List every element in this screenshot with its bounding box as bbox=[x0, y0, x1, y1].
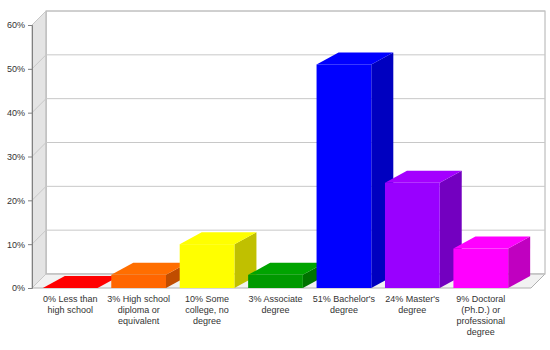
bar-top bbox=[180, 232, 257, 244]
bar-top bbox=[43, 276, 120, 288]
category-label: 3% High schooldiploma orequivalent bbox=[107, 294, 170, 326]
bar bbox=[317, 52, 394, 288]
tick-label: 0% bbox=[12, 283, 25, 293]
tick-mark bbox=[28, 25, 32, 26]
grid-line-wall bbox=[32, 186, 46, 200]
bar-front bbox=[385, 183, 440, 288]
grid-line bbox=[46, 142, 545, 143]
category-label: 51% Bachelor'sdegree bbox=[313, 294, 376, 315]
tick-mark bbox=[28, 113, 32, 114]
bar bbox=[453, 237, 530, 288]
bar bbox=[248, 263, 325, 288]
grid-line-wall bbox=[32, 55, 46, 69]
grid-line bbox=[46, 11, 545, 12]
tick: 20% bbox=[7, 196, 32, 206]
category-label: 0% Less thanhigh school bbox=[43, 294, 98, 315]
bar-front bbox=[111, 275, 166, 288]
grid-line bbox=[46, 230, 545, 231]
bar-top bbox=[111, 263, 188, 275]
axis-line bbox=[28, 26, 33, 289]
chart: 0% 10% 20% 30% 40% 50% 60% 0% Less thanhigh sch… bbox=[0, 0, 550, 350]
category-label: 10% Somecollege, nodegree bbox=[185, 294, 229, 326]
bar-top bbox=[453, 237, 530, 249]
tick: 50% bbox=[7, 64, 32, 74]
tick-mark bbox=[28, 244, 32, 245]
tick: 0% bbox=[12, 283, 32, 293]
grid-line-wall bbox=[32, 274, 46, 288]
side-wall bbox=[32, 11, 46, 288]
bar bbox=[180, 232, 257, 288]
bar-front bbox=[248, 275, 303, 288]
tick-mark bbox=[28, 288, 32, 289]
grid bbox=[32, 11, 545, 288]
tick-label: 30% bbox=[7, 152, 25, 162]
bar bbox=[111, 263, 188, 288]
bar-front bbox=[317, 64, 372, 288]
bar-front bbox=[453, 249, 508, 288]
tick-mark bbox=[28, 157, 32, 158]
tick: 30% bbox=[7, 152, 32, 162]
tick-mark bbox=[28, 69, 32, 70]
bar-front bbox=[180, 244, 235, 288]
back-wall bbox=[46, 11, 545, 274]
tick-label: 20% bbox=[7, 196, 25, 206]
bar-top bbox=[385, 171, 462, 183]
tick-label: 50% bbox=[7, 64, 25, 74]
grid-line-wall bbox=[32, 11, 46, 25]
tick: 40% bbox=[7, 108, 32, 118]
category-label: 24% Master'sdegree bbox=[385, 294, 440, 315]
tick-mark bbox=[28, 200, 32, 201]
bar bbox=[385, 171, 462, 288]
bar-front bbox=[43, 288, 98, 289]
tick-label: 60% bbox=[7, 20, 25, 30]
tick: 10% bbox=[7, 240, 32, 250]
grid-line bbox=[46, 54, 545, 55]
bars bbox=[43, 52, 530, 288]
y-axis: 0% 10% 20% 30% 40% 50% 60% bbox=[7, 20, 33, 293]
grid-line-wall bbox=[32, 143, 46, 157]
tick-label: 10% bbox=[7, 240, 25, 250]
bar-top bbox=[248, 263, 325, 275]
bar-top bbox=[317, 52, 394, 64]
grid-line bbox=[46, 98, 545, 99]
x-labels: 0% Less thanhigh school 3% High schooldip… bbox=[43, 294, 505, 337]
tick-label: 40% bbox=[7, 108, 25, 118]
grid-line-wall bbox=[32, 230, 46, 244]
grid-line bbox=[46, 186, 545, 187]
category-label: 3% Associatedegree bbox=[248, 294, 302, 315]
category-label: 9% Doctoral(Ph.D.) orprofessionaldegree bbox=[456, 294, 505, 337]
grid-line-wall bbox=[32, 99, 46, 113]
bar bbox=[43, 276, 120, 288]
tick: 60% bbox=[7, 20, 32, 30]
